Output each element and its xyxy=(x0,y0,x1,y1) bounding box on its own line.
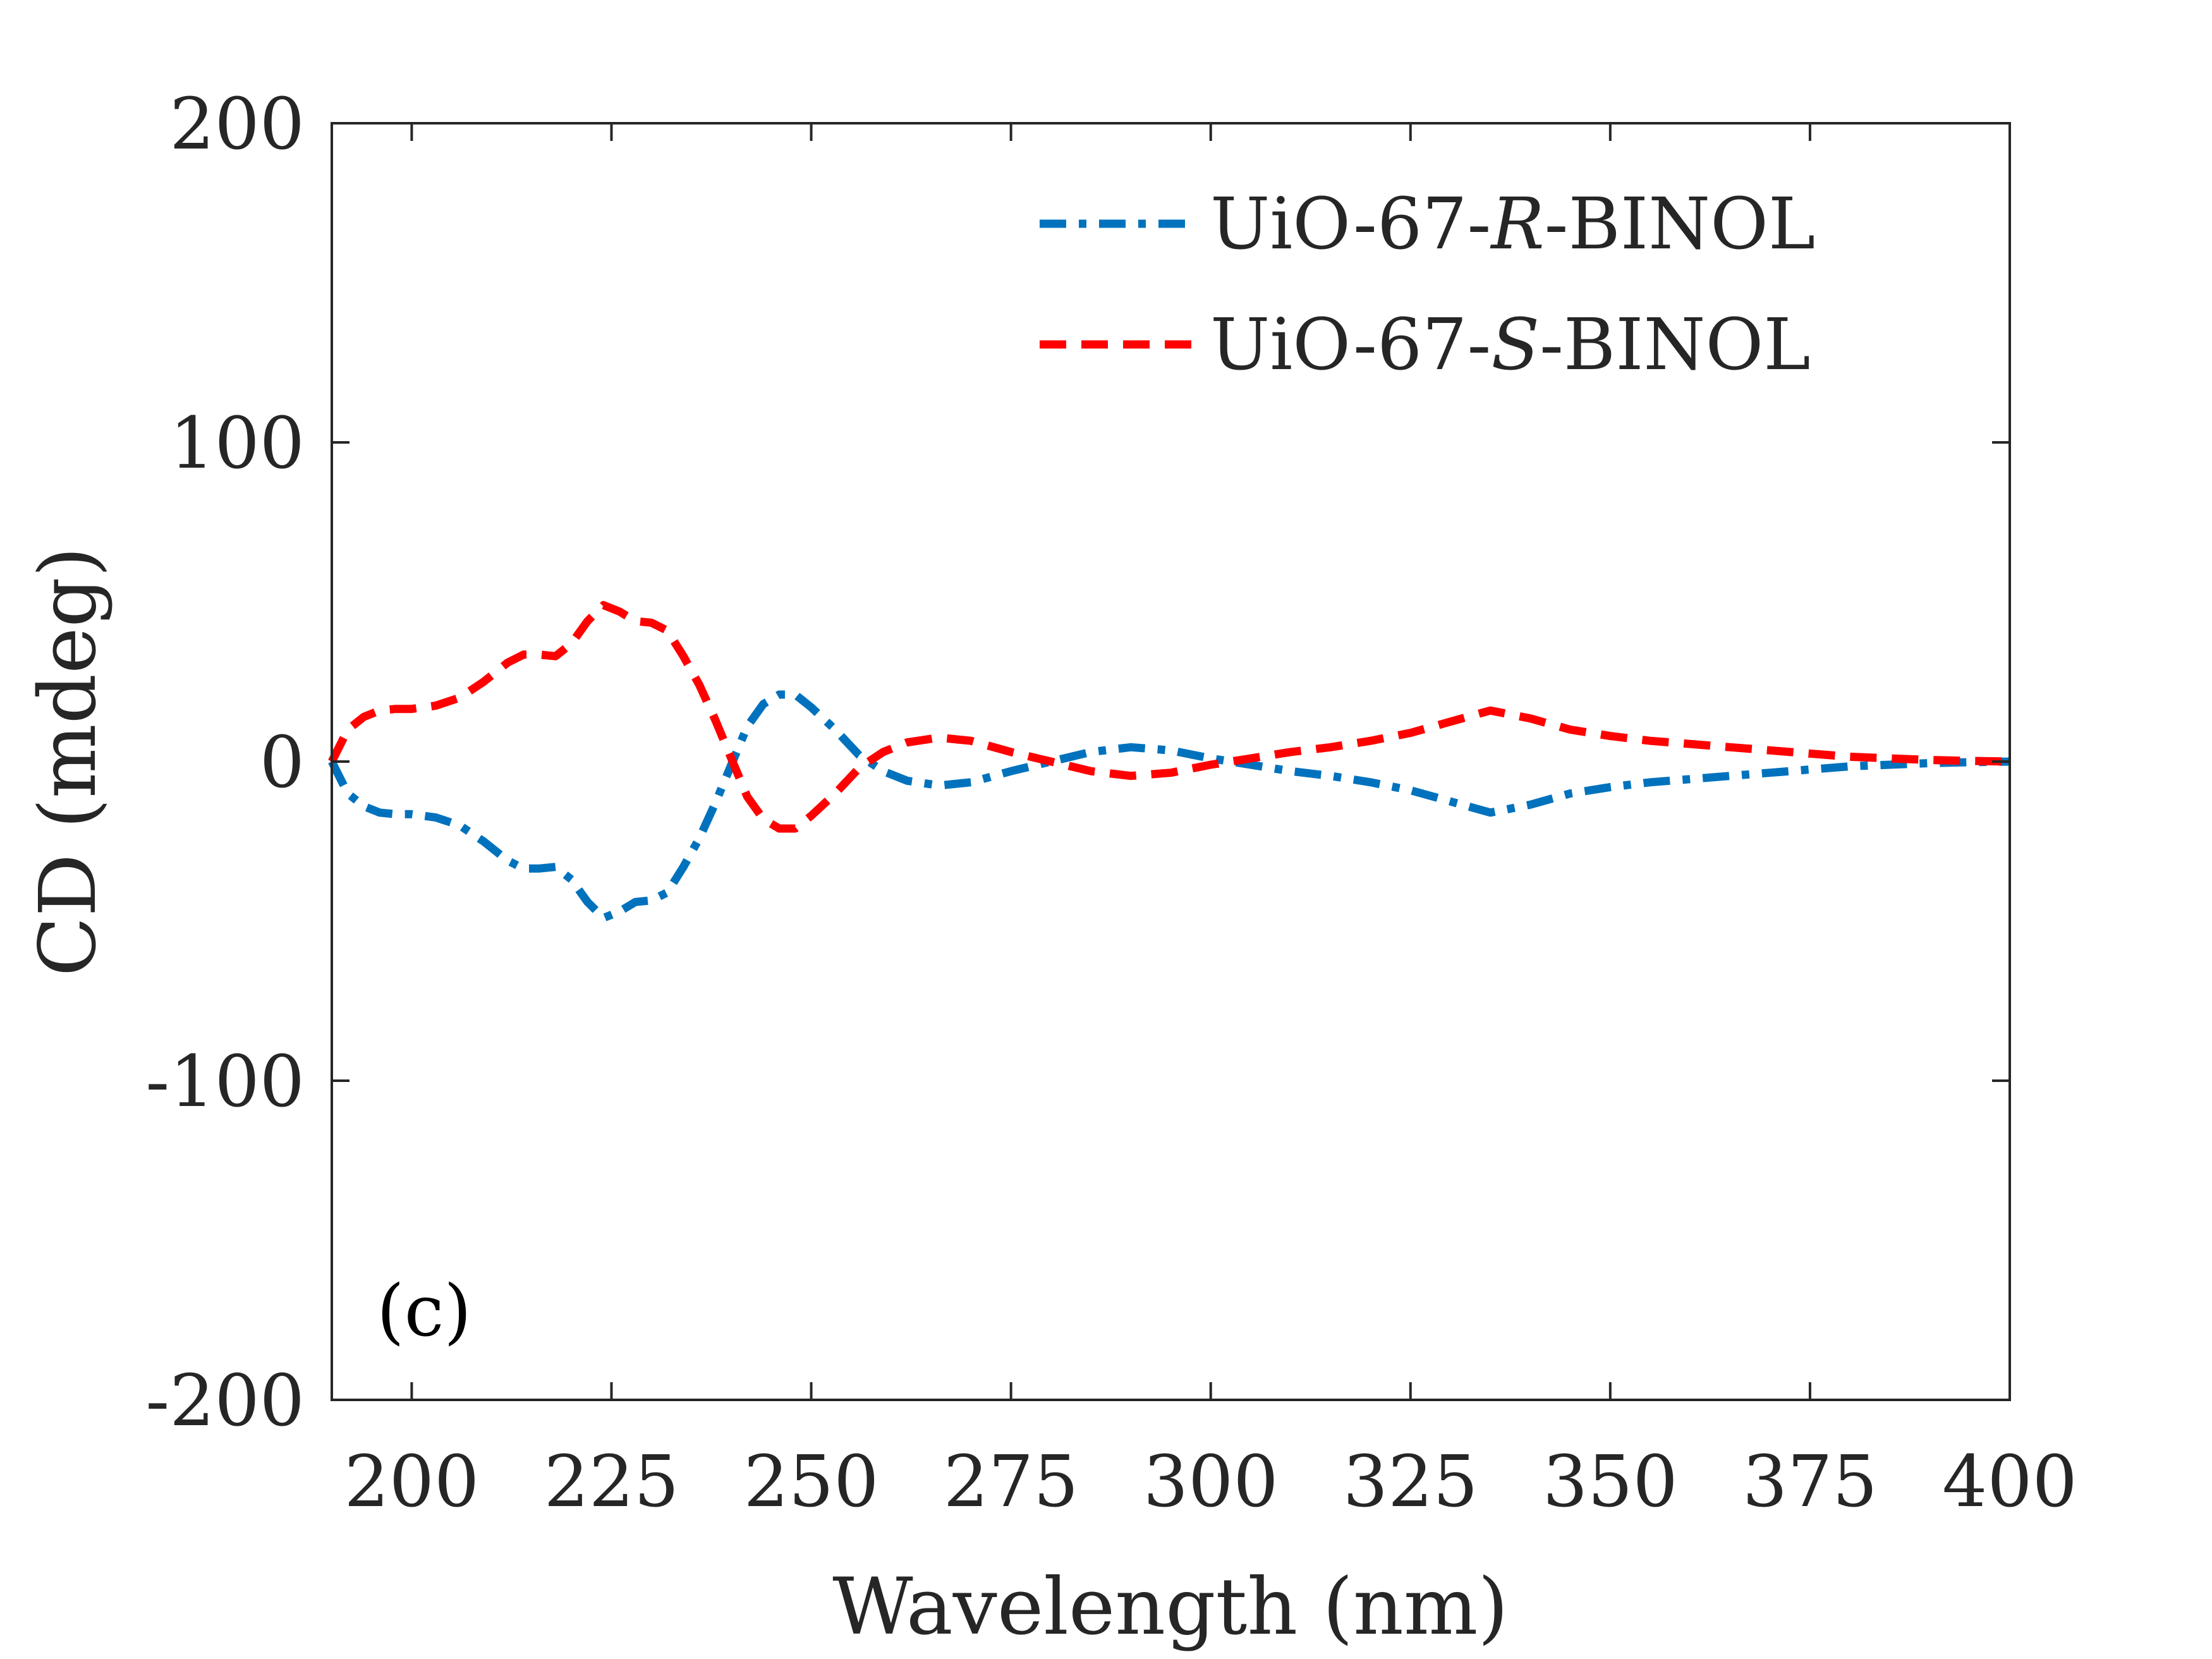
x-tick-label: 325 xyxy=(1343,1441,1478,1523)
x-tick-label: 200 xyxy=(344,1441,480,1523)
x-axis-label: Wavelength (nm) xyxy=(832,1562,1509,1653)
x-tick-label: 300 xyxy=(1143,1441,1279,1523)
x-tick-label: 225 xyxy=(544,1441,679,1523)
y-axis-label: CD (mdeg) xyxy=(23,547,114,976)
x-tick-label: 375 xyxy=(1742,1441,1878,1523)
legend: UiO-67-R-BINOL UiO-67-S-BINOL xyxy=(1040,183,1815,386)
y-tick-label: 0 xyxy=(260,722,305,804)
tick-layer: 200 225 250 275 300 325 350 375 400 -200 -100 0 100 2… xyxy=(145,83,2077,1523)
legend-label-r-binol: UiO-67-R-BINOL xyxy=(1210,183,1815,265)
series-line-r-binol xyxy=(328,690,2010,922)
y-tick-label: 200 xyxy=(169,83,305,166)
x-tick-label: 275 xyxy=(944,1441,1079,1523)
x-tick-label: 350 xyxy=(1543,1441,1678,1523)
x-tick-label: 400 xyxy=(1942,1441,2077,1523)
y-tick-label: -200 xyxy=(145,1360,305,1442)
y-tick-label: 100 xyxy=(169,403,305,485)
y-tick-label: -100 xyxy=(145,1041,305,1123)
series-line-s-binol xyxy=(328,601,2010,833)
legend-label-s-binol: UiO-67-S-BINOL xyxy=(1210,304,1811,386)
panel-label: (c) xyxy=(377,1270,471,1352)
x-tick-label: 250 xyxy=(744,1441,879,1523)
series-layer xyxy=(328,601,2010,922)
